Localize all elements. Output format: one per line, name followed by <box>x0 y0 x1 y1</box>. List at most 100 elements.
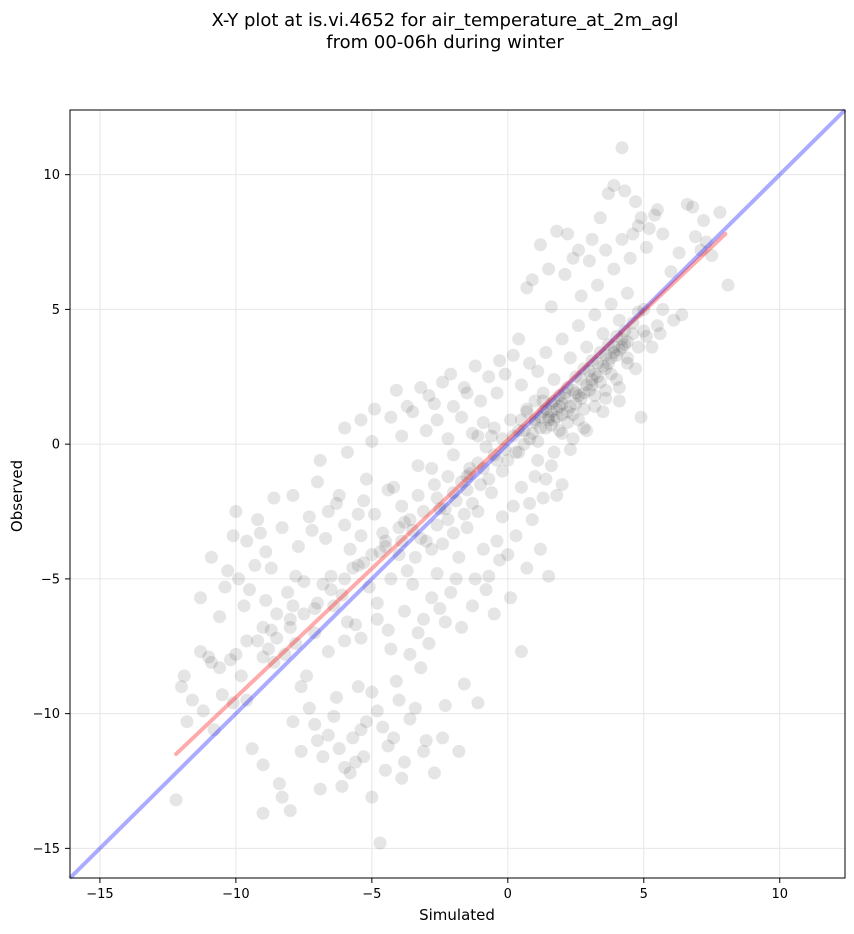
data-point-24 <box>278 647 292 661</box>
data-point-289 <box>650 203 664 217</box>
data-point-36 <box>343 766 357 780</box>
data-point-67 <box>232 572 246 586</box>
x-tick-label-2: −5 <box>362 887 381 902</box>
data-point-197 <box>550 402 564 416</box>
data-point-158 <box>506 429 520 443</box>
data-point-184 <box>618 324 632 338</box>
data-point-178 <box>593 346 607 360</box>
data-point-37 <box>349 755 363 769</box>
data-point-102 <box>406 577 420 591</box>
data-point-312 <box>528 469 542 483</box>
data-point-191 <box>599 348 613 362</box>
scatter-points <box>169 141 735 850</box>
data-point-265 <box>656 227 670 241</box>
data-point-82 <box>313 453 327 467</box>
data-point-315 <box>555 478 569 492</box>
data-point-61 <box>204 550 218 564</box>
data-point-447 <box>256 650 270 664</box>
data-point-136 <box>362 580 376 594</box>
data-point-275 <box>653 327 667 341</box>
data-point-424 <box>574 391 588 405</box>
data-point-408 <box>569 386 583 400</box>
data-point-26 <box>289 637 303 651</box>
data-point-364 <box>354 631 368 645</box>
data-point-300 <box>493 354 507 368</box>
data-point-167 <box>547 413 561 427</box>
data-point-125 <box>504 591 518 605</box>
data-point-48 <box>408 701 422 715</box>
data-point-256 <box>582 254 596 268</box>
data-point-19 <box>234 669 248 683</box>
data-point-75 <box>275 521 289 535</box>
data-point-259 <box>607 262 621 276</box>
data-point-59 <box>414 661 428 675</box>
data-point-393 <box>645 340 659 354</box>
data-point-76 <box>281 585 295 599</box>
data-point-378 <box>523 496 537 510</box>
data-point-46 <box>397 755 411 769</box>
data-point-70 <box>248 558 262 572</box>
data-point-400 <box>504 413 518 427</box>
data-point-240 <box>539 346 553 360</box>
data-point-387 <box>596 405 610 419</box>
data-point-127 <box>514 645 528 659</box>
data-point-284 <box>618 184 632 198</box>
data-point-131 <box>542 569 556 583</box>
data-point-319 <box>599 391 613 405</box>
data-point-332 <box>240 534 254 548</box>
plot-frame <box>69 109 846 879</box>
data-point-74 <box>270 607 284 621</box>
data-point-261 <box>623 251 637 265</box>
x-tick-label-3: 0 <box>504 887 512 902</box>
data-point-247 <box>596 327 610 341</box>
data-point-41 <box>370 704 384 718</box>
data-point-57 <box>351 680 365 694</box>
data-point-225 <box>419 424 433 438</box>
data-point-141 <box>408 550 422 564</box>
data-point-367 <box>397 604 411 618</box>
data-point-84 <box>324 569 338 583</box>
data-point-374 <box>490 534 504 548</box>
data-point-202 <box>509 445 523 459</box>
data-point-152 <box>474 478 488 492</box>
data-point-427 <box>599 362 613 376</box>
data-point-257 <box>591 278 605 292</box>
data-point-342 <box>441 469 455 483</box>
data-point-201 <box>517 437 531 451</box>
data-point-297 <box>566 251 580 265</box>
data-point-446 <box>270 631 284 645</box>
data-point-321 <box>620 356 634 370</box>
data-point-92 <box>357 556 371 570</box>
data-point-210 <box>569 397 583 411</box>
data-point-209 <box>520 402 534 416</box>
data-point-169 <box>555 408 569 422</box>
data-point-250 <box>620 286 634 300</box>
data-point-316 <box>566 432 580 446</box>
data-point-381 <box>547 445 561 459</box>
data-point-51 <box>436 731 450 745</box>
data-point-170 <box>561 381 575 395</box>
data-point-142 <box>414 531 428 545</box>
data-point-357 <box>457 677 471 691</box>
data-point-148 <box>449 494 463 508</box>
data-point-220 <box>476 416 490 430</box>
data-point-219 <box>484 429 498 443</box>
data-point-333 <box>289 569 303 583</box>
data-point-273 <box>721 278 735 292</box>
data-point-3 <box>275 790 289 804</box>
data-point-164 <box>536 405 550 419</box>
data-point-294 <box>550 224 564 238</box>
data-point-110 <box>438 502 452 516</box>
data-point-204 <box>544 405 558 419</box>
data-point-149 <box>457 507 471 521</box>
data-point-304 <box>444 367 458 381</box>
data-point-430 <box>446 486 460 500</box>
data-point-255 <box>574 289 588 303</box>
data-point-435 <box>417 505 431 519</box>
data-point-355 <box>417 744 431 758</box>
data-point-62 <box>213 610 227 624</box>
data-point-118 <box>471 505 485 519</box>
data-point-14 <box>229 647 243 661</box>
data-point-171 <box>563 399 577 413</box>
